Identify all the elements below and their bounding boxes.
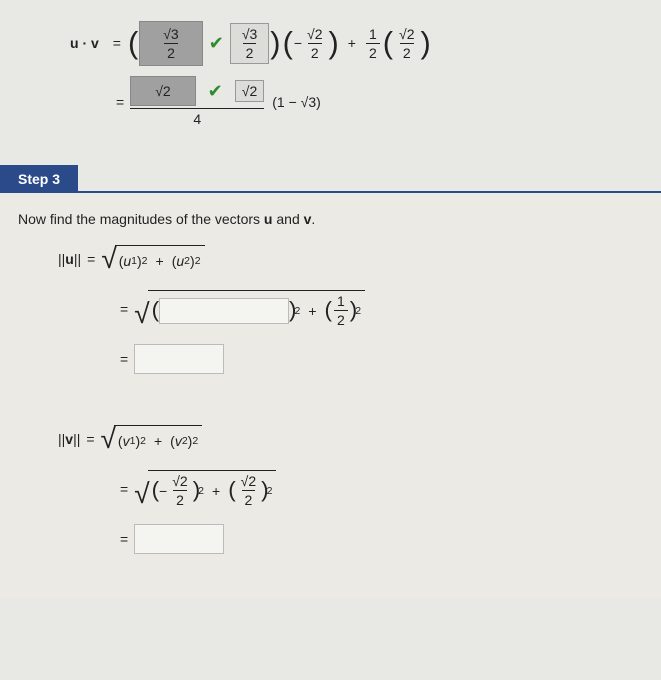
norm-v-result: = — [114, 519, 643, 559]
input-u-result[interactable] — [134, 344, 224, 374]
open-paren: ( — [127, 31, 139, 56]
plus-sign: + — [348, 35, 356, 51]
norm-v-label: ||v|| — [58, 431, 80, 447]
frac-v2: √2 2 — [238, 473, 259, 508]
sqrt-v-subst: √ ( − √2 2 )2 + ( √2 2 )2 — [134, 470, 276, 508]
equals: = — [113, 35, 121, 51]
norm-u-label: ||u|| — [58, 251, 81, 267]
input-v-result[interactable] — [134, 524, 224, 554]
norm-v-def: ||v|| = √ (v1)2 + (v2)2 — [58, 419, 643, 459]
norm-v-step: = √ ( − √2 2 )2 + ( √2 2 )2 — [114, 469, 643, 509]
norm-u-result: = — [114, 339, 643, 379]
step-rule — [78, 165, 661, 193]
norm-u-step: = √ ( )2 + ( 1 2 )2 — [114, 289, 643, 329]
dot-product-block: u · v = ( √3 2 ✔ √3 2 ) ( − √2 2 ) + 1 — [0, 0, 661, 145]
step-body: Now find the magnitudes of the vectors u… — [0, 193, 661, 599]
answer-box-1[interactable]: √3 2 — [139, 21, 202, 66]
step-header: Step 3 — [0, 165, 661, 193]
frac-one-half: 1 2 — [366, 26, 380, 61]
sqrt-v: √ (v1)2 + (v2)2 — [101, 425, 203, 453]
uv-line-2: = √2 ✔ √2 4 (1 − √3) — [110, 76, 661, 127]
sqrt-u-blank: √ ( )2 + ( 1 2 )2 — [134, 290, 365, 328]
answer-box-2[interactable]: √2 — [130, 76, 195, 106]
minus-sign: − — [294, 35, 302, 51]
check-icon: ✔ — [209, 33, 224, 54]
frac-sqrt3-over-2: √3 2 — [160, 26, 181, 61]
uv-line-1: u · v = ( √3 2 ✔ √3 2 ) ( − √2 2 ) + 1 — [70, 18, 661, 68]
norm-u-def: ||u|| = √ (u1)2 + (u2)2 — [58, 239, 643, 279]
frac-filled-over-4: √2 ✔ √2 4 — [130, 76, 264, 127]
frac-sqrt2-2: √2 2 — [396, 26, 417, 61]
check-icon-2: ✔ — [208, 81, 223, 102]
frac-v1: √2 2 — [169, 473, 190, 508]
denominator-4: 4 — [130, 108, 264, 127]
sqrt-u: √ (u1)2 + (u2)2 — [101, 245, 204, 273]
input-u1[interactable] — [159, 298, 289, 324]
hint-box-1: √3 2 — [230, 23, 269, 64]
step-tab: Step 3 — [0, 165, 78, 193]
step-instructions: Now find the magnitudes of the vectors u… — [18, 211, 643, 227]
frac-neg-sqrt2-2: √2 2 — [304, 26, 325, 61]
close-paren: ) — [269, 31, 281, 56]
tail-expr: (1 − √3) — [272, 94, 321, 110]
frac-1-2: 1 2 — [334, 293, 348, 328]
equals-2: = — [116, 94, 124, 110]
hint-box-2: √2 — [235, 80, 264, 102]
uv-label: u · v — [70, 35, 99, 51]
